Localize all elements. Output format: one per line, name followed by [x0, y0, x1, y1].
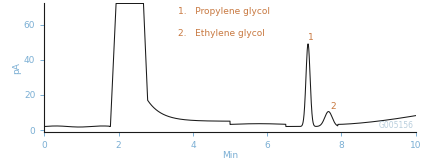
Text: 2: 2	[331, 102, 336, 111]
X-axis label: Min: Min	[222, 151, 238, 160]
Text: 2.   Ethylene glycol: 2. Ethylene glycol	[178, 29, 265, 38]
Text: G005156: G005156	[379, 121, 414, 130]
Text: 1: 1	[308, 33, 314, 42]
Y-axis label: pA: pA	[12, 62, 21, 73]
Text: 1.   Propylene glycol: 1. Propylene glycol	[178, 7, 270, 16]
